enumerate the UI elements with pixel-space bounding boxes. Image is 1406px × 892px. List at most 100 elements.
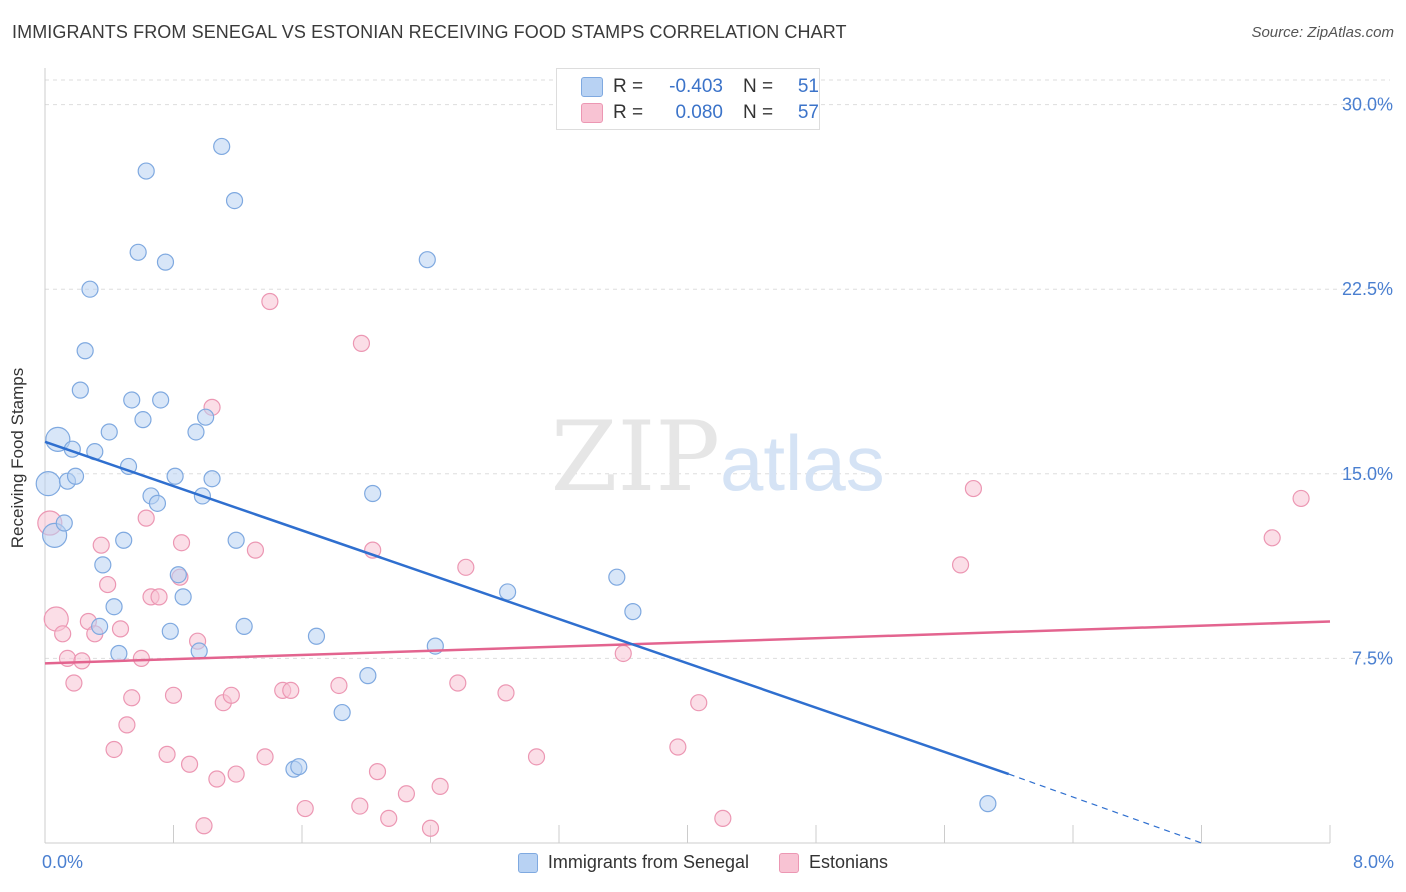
senegal-trend-line	[44, 440, 1010, 776]
estonians-point	[449, 674, 467, 692]
senegal-legend-swatch	[517, 852, 538, 873]
estonians-point	[105, 740, 123, 759]
estonians-point	[951, 556, 970, 574]
x-tick-label-max: 8.0%	[1352, 852, 1394, 872]
estonians-point	[99, 575, 117, 594]
estonians-point	[690, 694, 708, 712]
y-tick-label: 7.5%	[1352, 648, 1393, 668]
estonians-point	[65, 674, 83, 692]
estonians-point	[351, 797, 369, 815]
estonians-point	[421, 819, 440, 837]
senegal-point	[359, 667, 377, 685]
y-tick-labels: 7.5% 15.0% 22.5% 30.0%	[1342, 95, 1393, 669]
estonians-point	[256, 748, 274, 766]
senegal-point	[333, 703, 351, 722]
estonians-point	[669, 738, 687, 756]
senegal-point	[161, 622, 179, 640]
senegal-point	[174, 588, 192, 606]
senegal-point	[307, 627, 326, 645]
legend-item-estonians[interactable]: Estonians	[779, 852, 888, 873]
estonians-point	[1292, 489, 1310, 508]
senegal-trend-extension	[1008, 773, 1202, 844]
estonians-point	[132, 649, 150, 668]
senegal-point	[137, 162, 155, 180]
senegal-point	[152, 391, 170, 409]
stats-row-senegal: R = -0.403 N = 51	[581, 74, 819, 100]
estonians-point	[431, 777, 449, 795]
senegal-point	[227, 531, 245, 549]
senegal-point	[418, 251, 436, 269]
estonians-point	[246, 541, 265, 559]
senegal-point	[129, 243, 147, 261]
senegal-swatch	[581, 77, 603, 97]
senegal-point	[91, 617, 109, 636]
estonians-swatch	[581, 103, 603, 123]
legend-label-senegal: Immigrants from Senegal	[547, 852, 749, 872]
senegal-point	[94, 556, 112, 574]
senegal-point	[213, 137, 231, 156]
senegal-point	[624, 603, 642, 621]
n-label: N =	[743, 102, 774, 123]
senegal-point	[71, 381, 89, 399]
senegal-point	[81, 280, 99, 298]
senegal-point	[190, 642, 208, 660]
senegal-point	[979, 795, 997, 813]
trend-lines	[44, 440, 1331, 844]
estonians-point	[150, 588, 168, 606]
n-value-estonians: 57	[797, 102, 819, 123]
estonians-point	[368, 763, 387, 781]
senegal-point	[197, 408, 215, 426]
estonians-point	[614, 644, 632, 663]
estonians-point	[158, 745, 176, 763]
watermark-zip: ZIP	[551, 401, 720, 513]
watermark-atlas: atlas	[720, 419, 885, 507]
estonians-point	[296, 799, 314, 818]
estonians-point	[380, 809, 398, 827]
senegal-point	[148, 494, 167, 512]
senegal-point	[166, 467, 184, 485]
estonians-point	[111, 620, 130, 638]
estonians-trend-line	[44, 620, 1331, 665]
senegal-point	[187, 423, 205, 441]
senegal-points	[35, 137, 997, 813]
senegal-point	[203, 470, 221, 488]
r-label: R =	[613, 102, 644, 123]
senegal-point	[235, 617, 253, 636]
legend-item-senegal[interactable]: Immigrants from Senegal	[517, 852, 749, 873]
estonians-point	[330, 676, 348, 695]
x-tick-label-min: 0.0%	[42, 852, 84, 872]
senegal-point	[76, 342, 94, 360]
series-legend: Immigrants from Senegal Estonians	[0, 852, 1406, 873]
y-tick-label: 30.0%	[1342, 95, 1393, 115]
estonians-point	[497, 684, 515, 702]
estonians-point	[208, 770, 226, 788]
estonians-point	[54, 625, 72, 643]
estonians-point	[118, 716, 136, 734]
senegal-point	[364, 484, 382, 503]
senegal-point	[35, 471, 61, 497]
senegal-point	[100, 423, 118, 441]
estonians-point	[282, 681, 300, 700]
estonians-point	[164, 686, 183, 704]
estonians-point	[352, 334, 371, 352]
senegal-point	[608, 568, 626, 586]
estonians-point	[397, 785, 416, 803]
senegal-point	[66, 467, 85, 485]
y-tick-label: 15.0%	[1342, 464, 1393, 484]
estonians-point	[714, 809, 732, 827]
source-label: Source: ZipAtlas.com	[1251, 24, 1394, 41]
estonians-point	[222, 686, 240, 704]
n-label: N =	[743, 76, 774, 97]
senegal-point	[156, 253, 175, 271]
estonians-point	[261, 292, 279, 311]
estonians-point	[227, 765, 245, 783]
senegal-point	[225, 192, 244, 210]
chart-title: IMMIGRANTS FROM SENEGAL VS ESTONIAN RECE…	[12, 22, 847, 42]
senegal-point	[115, 531, 133, 549]
estonians-point	[92, 536, 110, 554]
senegal-point	[123, 391, 141, 409]
legend-label-estonians: Estonians	[809, 852, 889, 872]
estonians-point	[1263, 529, 1281, 547]
estonians-point	[172, 534, 191, 552]
estonians-point	[137, 509, 155, 527]
